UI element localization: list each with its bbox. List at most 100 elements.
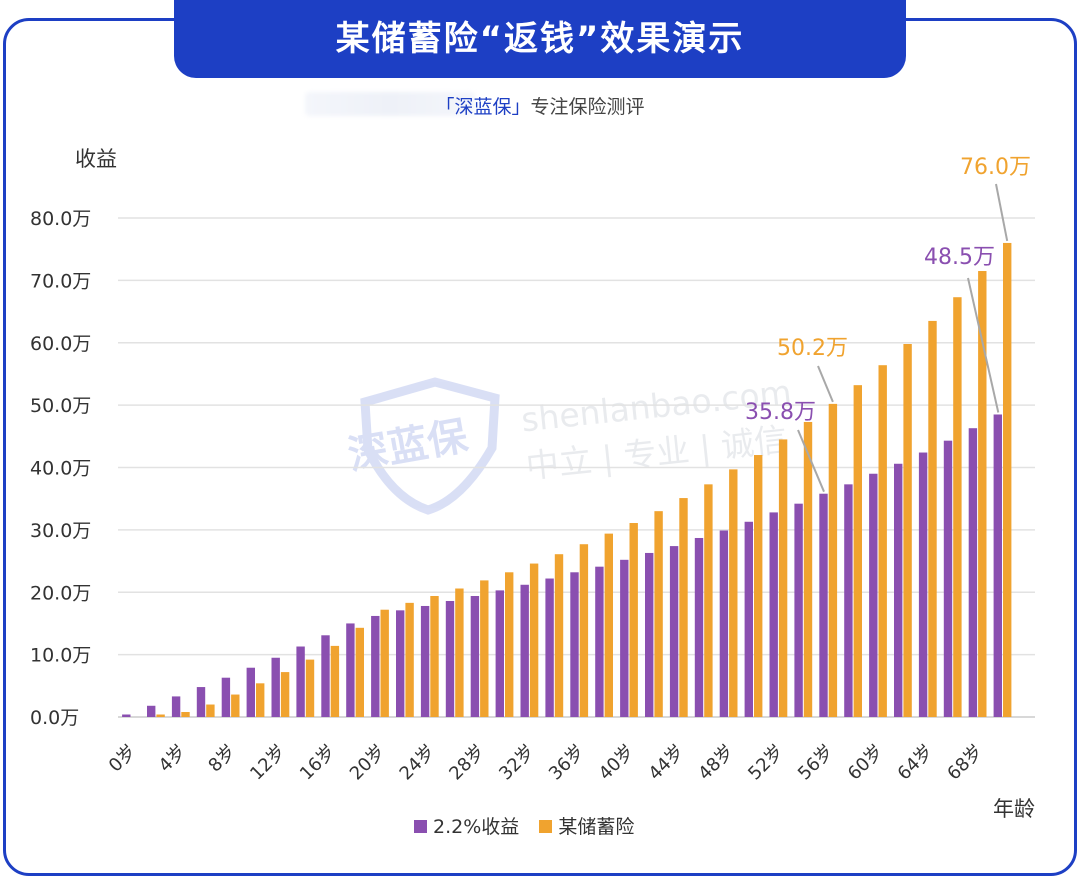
bar-series-b: [480, 580, 489, 717]
bar-series-b: [280, 672, 290, 717]
annotation-leader: [797, 429, 825, 493]
bar-series-a: [694, 537, 704, 717]
watermark: 深蓝保 shenlanbao.com 中立 | 专业 | 诚信: [345, 372, 793, 515]
x-tick-label: 8岁: [204, 741, 240, 777]
x-tick-label: 48岁: [694, 741, 738, 785]
bar-series-a: [669, 546, 679, 717]
legend-label-a: 2.2%收益: [433, 816, 520, 838]
bar-series-b: [206, 704, 215, 717]
x-axis-title: 年龄: [993, 797, 1035, 821]
y-tick-label: 60.0万: [30, 333, 91, 355]
bar-series-a: [918, 452, 928, 717]
bar-series-b: [579, 544, 589, 717]
bar-series-b: [554, 554, 564, 717]
bar-series-b: [604, 533, 613, 717]
bar-series-a: [769, 512, 778, 717]
y-tick-label: 30.0万: [30, 520, 91, 542]
bar-series-b: [878, 365, 887, 717]
bar-series-a: [645, 552, 654, 717]
bar-series-a: [445, 600, 455, 717]
page-title: 某储蓄险“返钱”效果演示: [335, 19, 745, 59]
y-tick-label: 40.0万: [30, 458, 91, 480]
annotation-leader: [817, 365, 834, 403]
legend-item-b: 某储蓄险: [539, 812, 634, 839]
bar-series-b: [803, 421, 813, 717]
bar-series-b: [380, 609, 389, 717]
y-tick-label: 10.0万: [30, 645, 91, 667]
bar-series-a: [396, 610, 405, 717]
bar-series-b: [654, 511, 663, 717]
bar-series-b: [505, 572, 514, 717]
y-tick-label: 20.0万: [30, 582, 91, 604]
annotation-leaders: [797, 183, 1009, 493]
bar-series-a: [346, 623, 355, 717]
card-frame: [3, 18, 1077, 876]
legend-swatch-a: [414, 820, 427, 833]
annotation-label: 76.0万: [960, 155, 1031, 180]
bar-series-b: [330, 645, 340, 717]
bar-series-b: [729, 469, 738, 717]
bar-series-b: [828, 403, 838, 717]
bar-series-b: [978, 271, 987, 717]
bar-series-a: [271, 657, 280, 717]
x-tick-label: 40岁: [595, 741, 639, 785]
annotation-label: 50.2万: [777, 336, 848, 361]
bar-series-a: [321, 635, 330, 717]
title-banner: [174, 0, 906, 78]
x-tick-label: 28岁: [445, 741, 489, 785]
bar-series-b: [778, 439, 788, 717]
bar-series-a: [221, 677, 231, 717]
legend-label-b: 某储蓄险: [558, 816, 635, 838]
bar-series-a: [620, 559, 629, 717]
y-tick-label: 70.0万: [30, 270, 91, 292]
bar-series-a: [595, 566, 604, 717]
subtitle: 「深蓝保」专注保险测评: [0, 92, 1080, 119]
x-tick-label: 16岁: [296, 741, 340, 785]
bar-series-b: [1003, 242, 1012, 717]
x-tick-label: 56岁: [794, 741, 838, 785]
y-axis-title: 收益: [75, 147, 117, 171]
bar-series-a: [147, 705, 156, 717]
x-tick-label: 20岁: [346, 741, 390, 785]
legend-swatch-b: [539, 820, 553, 833]
annotation-leader: [967, 277, 1000, 413]
bar-series-b: [156, 714, 165, 717]
bar-series-b: [629, 523, 638, 717]
bar-series-a: [968, 428, 978, 717]
bar-series-a: [993, 414, 1002, 717]
y-tick-label: 50.0万: [30, 395, 91, 417]
bar-series-b: [405, 602, 414, 717]
bar-series-a: [196, 687, 206, 717]
bar-series-a: [246, 667, 255, 717]
bar-series-a: [420, 605, 430, 717]
bar-series-b: [256, 683, 265, 717]
bar-series-a: [943, 440, 953, 717]
bar-series-b: [754, 455, 763, 717]
bar-series-a: [719, 530, 729, 717]
x-tick-label: 0岁: [105, 741, 141, 777]
bar-series-b: [455, 588, 464, 717]
x-tick-label: 44岁: [645, 741, 689, 785]
subtitle-tail: 专注保险测评: [530, 96, 645, 118]
bar-series-a: [470, 595, 480, 717]
y-tick-label: 80.0万: [30, 208, 91, 230]
x-tick-label: 64岁: [894, 741, 938, 785]
bar-series-b: [704, 484, 713, 717]
blurred-region: [305, 92, 475, 116]
annotation-label: 48.5万: [924, 245, 995, 270]
x-tick-label: 24岁: [396, 741, 440, 785]
legend: 2.2%收益 某储蓄险: [414, 812, 648, 839]
x-tick-label: 32岁: [495, 741, 539, 785]
bar-series-a: [844, 484, 853, 717]
bar-series-a: [520, 584, 529, 717]
bar-series-b: [953, 297, 962, 717]
bar-series-a: [371, 615, 380, 717]
bar-series-b: [903, 343, 912, 717]
bars: [122, 242, 1012, 717]
bar-series-a: [819, 493, 828, 717]
bar-series-b: [231, 694, 240, 717]
subtitle-brand: 「深蓝保」: [435, 96, 531, 118]
bar-series-a: [869, 473, 878, 717]
bar-series-a: [171, 696, 181, 717]
